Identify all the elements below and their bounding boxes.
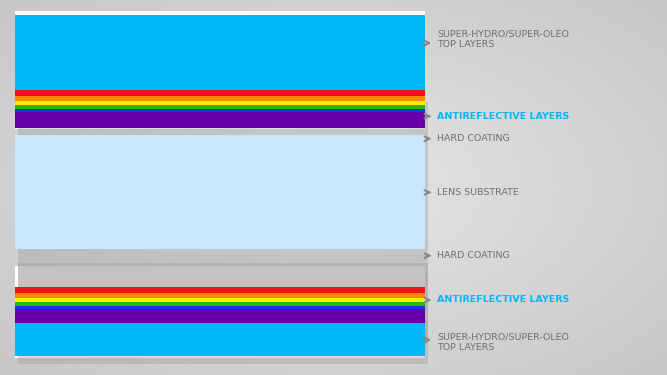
Bar: [15, 287, 425, 293]
Text: HARD COATING: HARD COATING: [425, 251, 510, 260]
Bar: [15, 298, 425, 302]
Text: ANTIREFLECTIVE LAYERS: ANTIREFLECTIVE LAYERS: [425, 296, 569, 304]
Bar: [15, 135, 425, 249]
Bar: [15, 323, 425, 356]
Bar: [15, 266, 425, 358]
Bar: [15, 306, 425, 309]
Text: SUPER-HYDRO/SUPER-OLEO
TOP LAYERS: SUPER-HYDRO/SUPER-OLEO TOP LAYERS: [424, 30, 569, 49]
Text: ANTIREFLECTIVE LAYERS: ANTIREFLECTIVE LAYERS: [425, 112, 569, 121]
Bar: [18, 262, 428, 364]
Bar: [15, 293, 425, 298]
Bar: [15, 101, 425, 105]
Bar: [15, 90, 425, 96]
Bar: [15, 105, 425, 109]
Bar: [15, 302, 425, 306]
Bar: [18, 102, 428, 344]
Bar: [15, 309, 425, 323]
Bar: [15, 11, 425, 129]
Bar: [15, 112, 425, 128]
Bar: [15, 109, 425, 112]
Text: SUPER-HYDRO/SUPER-OLEO
TOP LAYERS: SUPER-HYDRO/SUPER-OLEO TOP LAYERS: [424, 332, 569, 352]
Text: LENS SUBSTRATE: LENS SUBSTRATE: [425, 188, 519, 197]
Text: HARD COATING: HARD COATING: [425, 134, 510, 143]
Bar: [15, 15, 425, 90]
Bar: [15, 96, 425, 101]
